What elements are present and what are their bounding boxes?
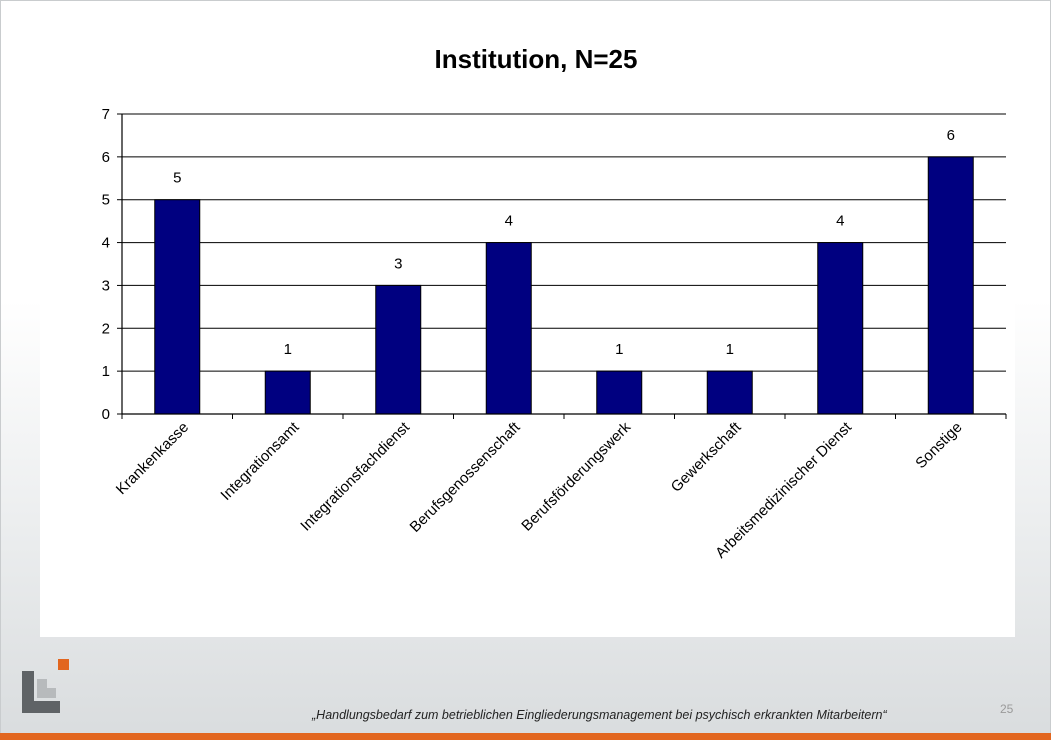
data-label: 1 (726, 341, 734, 358)
category-labels: Krankenkasse IntegrationsamtIntegrationsf… (113, 418, 966, 561)
bar (485, 242, 532, 415)
data-label: 1 (615, 341, 623, 358)
data-label: 3 (394, 255, 402, 272)
bar (596, 370, 643, 415)
bar (817, 242, 864, 415)
bar (375, 284, 422, 415)
footer-caption: „Handlungsbedarf zum betrieblichen Eingl… (312, 708, 887, 722)
x-category-label: Gewerkschaft (668, 418, 745, 495)
data-label: 5 (173, 170, 181, 187)
chart-title: Institution, N=25 (435, 44, 638, 74)
y-tick-label: 4 (102, 235, 110, 252)
x-category-label: Sonstige (912, 419, 965, 472)
y-tick-label: 6 (102, 149, 110, 166)
gridlines (122, 113, 1006, 372)
y-tick-label: 0 (102, 406, 110, 423)
x-category-label: Berufsgenossenschaft (407, 418, 525, 536)
axes (121, 114, 1007, 419)
bar (264, 370, 311, 415)
x-category-label: Krankenkasse (113, 419, 192, 498)
accent-bar (0, 733, 1051, 740)
y-tick-label: 3 (102, 277, 110, 294)
company-logo (22, 657, 74, 717)
bars (154, 156, 974, 415)
y-tick-label: 7 (102, 106, 110, 123)
page-number: 25 (1000, 702, 1014, 716)
data-label: 6 (947, 127, 955, 144)
bar (154, 199, 201, 415)
bar (927, 156, 974, 415)
x-category-label: Berufsförderungswerk (518, 418, 634, 534)
data-label: 1 (284, 341, 292, 358)
chart-panel: Institution, N=25 0 1 2 3 4 5 6 7 5 1 3 4 1 1 4 6 Kran… (40, 22, 1015, 637)
y-tick-label: 2 (102, 320, 110, 337)
bar-chart: Institution, N=25 0 1 2 3 4 5 6 7 5 1 3 4 1 1 4 6 Kran… (102, 44, 1007, 562)
data-labels: 5 1 3 4 1 1 4 6 (173, 127, 955, 358)
y-tick-label: 1 (102, 363, 110, 380)
x-category-label: Integrationsfachdienst (297, 418, 413, 534)
bar (706, 370, 753, 415)
y-tick-label: 5 (102, 192, 110, 209)
data-label: 4 (505, 213, 513, 230)
y-axis-ticks: 0 1 2 3 4 5 6 7 (102, 106, 122, 423)
data-label: 4 (836, 213, 844, 230)
x-category-label: Integrationsamt (217, 418, 303, 504)
